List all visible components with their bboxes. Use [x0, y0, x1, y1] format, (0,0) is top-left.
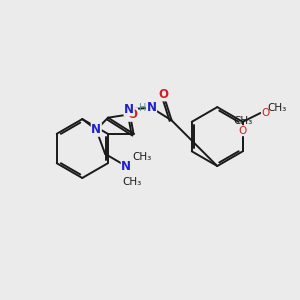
Text: CH₃: CH₃ [123, 177, 142, 188]
Text: N: N [124, 103, 134, 116]
Text: O: O [238, 126, 247, 136]
Text: CH₃: CH₃ [268, 103, 287, 113]
Text: N: N [91, 123, 101, 136]
Text: O: O [262, 108, 270, 118]
Text: O: O [159, 88, 169, 101]
Text: methoxy: methoxy [243, 119, 249, 121]
Text: N: N [146, 101, 157, 114]
Text: N: N [121, 160, 131, 173]
Text: CH₃: CH₃ [234, 116, 253, 126]
Text: O: O [128, 108, 137, 121]
Text: H: H [139, 103, 146, 113]
Text: CH₃: CH₃ [133, 152, 152, 162]
